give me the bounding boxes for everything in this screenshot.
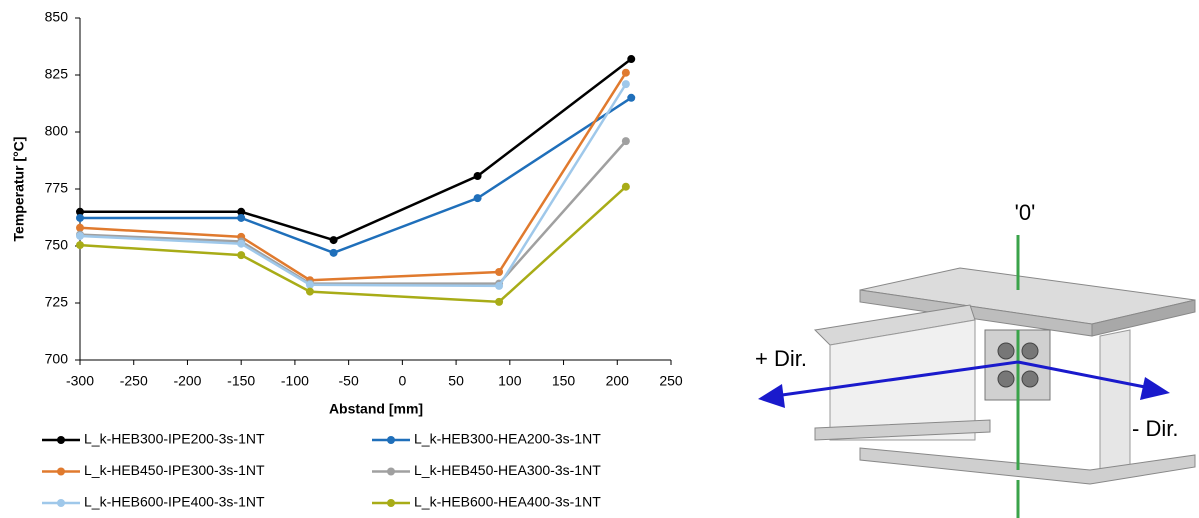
x-axis-title: Abstand [mm] bbox=[329, 401, 423, 417]
legend-label: L_k-HEB450-HEA300-3s-1NT bbox=[414, 462, 601, 478]
x-tick-label: 150 bbox=[552, 373, 576, 389]
data-point bbox=[76, 241, 84, 250]
data-point bbox=[237, 207, 246, 216]
data-point bbox=[76, 213, 84, 222]
x-tick-label: -50 bbox=[339, 373, 359, 389]
x-tick-label: -200 bbox=[173, 373, 201, 389]
y-tick-label: 750 bbox=[45, 237, 69, 253]
bottom-flange bbox=[859, 447, 1196, 485]
x-tick-label: -100 bbox=[281, 373, 309, 389]
minus-label: - Dir. bbox=[1132, 416, 1178, 441]
y-tick-label: 725 bbox=[45, 294, 69, 310]
series-line bbox=[79, 83, 627, 288]
bolt bbox=[997, 370, 1015, 388]
y-tick-label: 850 bbox=[45, 9, 69, 25]
legend-label: L_k-HEB600-IPE400-3s-1NT bbox=[84, 494, 265, 510]
left-web bbox=[829, 319, 976, 441]
x-tick-label: 200 bbox=[606, 373, 630, 389]
legend-marker bbox=[57, 499, 65, 507]
x-tick-label: 50 bbox=[448, 373, 464, 389]
legend-marker bbox=[387, 467, 395, 476]
y-tick-label: 800 bbox=[45, 123, 69, 139]
arrow-plus bbox=[774, 360, 1019, 398]
arrowhead-plus bbox=[758, 384, 785, 408]
legend-marker bbox=[387, 436, 395, 444]
legend-marker bbox=[57, 436, 65, 444]
beam-diagram: '0' + Dir. - Dir. bbox=[755, 200, 1196, 518]
data-point bbox=[627, 55, 636, 64]
data-point bbox=[495, 297, 504, 306]
data-point bbox=[621, 68, 630, 77]
arrowhead-minus bbox=[1140, 377, 1170, 400]
y-tick-label: 825 bbox=[45, 66, 69, 82]
x-tick-label: 0 bbox=[398, 373, 406, 389]
x-tick-label: 250 bbox=[659, 373, 683, 389]
data-point bbox=[495, 281, 504, 290]
data-point bbox=[621, 137, 630, 146]
y-tick-label: 700 bbox=[45, 351, 69, 367]
legend-label: L_k-HEB450-IPE300-3s-1NT bbox=[84, 462, 265, 478]
data-point bbox=[237, 251, 246, 260]
data-point bbox=[495, 267, 504, 276]
data-point bbox=[621, 182, 630, 191]
top-flange-side bbox=[1091, 299, 1196, 337]
data-point bbox=[237, 213, 246, 222]
y-axis-title: Temperatur [°C] bbox=[11, 137, 27, 242]
data-point bbox=[627, 93, 636, 102]
legend-label: L_k-HEB600-HEA400-3s-1NT bbox=[414, 494, 601, 510]
plus-label: + Dir. bbox=[755, 346, 807, 371]
y-tick-label: 775 bbox=[45, 180, 69, 196]
data-point bbox=[305, 280, 314, 289]
web bbox=[1099, 329, 1131, 481]
x-tick-label: -150 bbox=[227, 373, 255, 389]
arrow-minus bbox=[1017, 360, 1151, 390]
series-line bbox=[80, 58, 632, 242]
legend-label: L_k-HEB300-IPE200-3s-1NT bbox=[84, 431, 265, 447]
legend-marker bbox=[57, 467, 65, 476]
data-point bbox=[76, 231, 84, 240]
bolt bbox=[1021, 342, 1039, 360]
data-point bbox=[473, 194, 482, 203]
data-point bbox=[329, 236, 338, 245]
bolt bbox=[1021, 370, 1039, 388]
left-bottom-flange bbox=[814, 419, 991, 441]
data-point bbox=[76, 207, 84, 216]
data-point bbox=[76, 223, 84, 232]
x-tick-label: 100 bbox=[498, 373, 522, 389]
data-point bbox=[473, 172, 482, 181]
zero-label: '0' bbox=[1015, 200, 1036, 225]
data-point bbox=[329, 248, 338, 257]
legend-label: L_k-HEB300-HEA200-3s-1NT bbox=[414, 431, 601, 447]
x-tick-label: -300 bbox=[66, 373, 94, 389]
data-point bbox=[237, 239, 246, 248]
data-point bbox=[305, 287, 314, 296]
data-point bbox=[621, 80, 630, 89]
bolt bbox=[997, 342, 1015, 360]
x-tick-label: -250 bbox=[120, 373, 148, 389]
legend-marker bbox=[387, 499, 395, 507]
